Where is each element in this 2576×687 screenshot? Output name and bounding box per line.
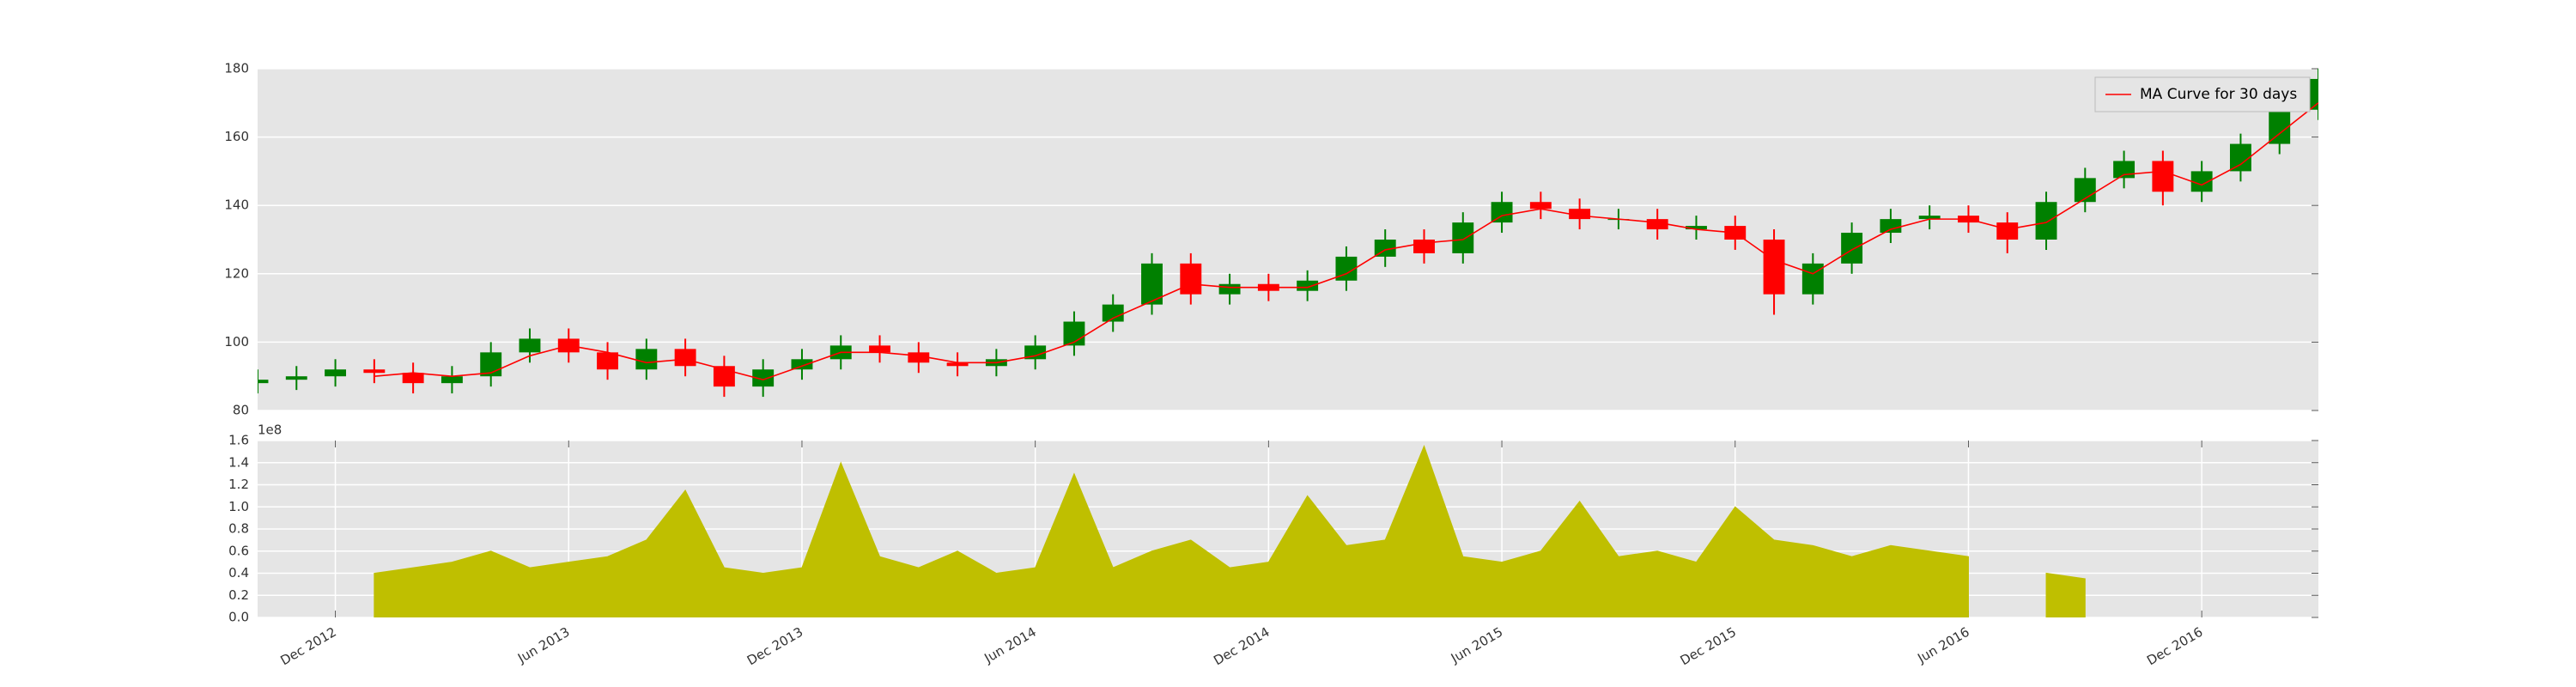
y-tick-label: 1.4 bbox=[228, 454, 249, 470]
candle-body bbox=[2035, 202, 2057, 240]
candle-body bbox=[597, 352, 618, 370]
x-tick-label: Jun 2015 bbox=[1448, 624, 1505, 666]
y-tick-label: 0.2 bbox=[228, 587, 249, 603]
candle-body bbox=[1996, 222, 2019, 240]
candle-body bbox=[1841, 233, 1863, 264]
ma-line bbox=[374, 102, 2318, 381]
candle-body bbox=[1413, 240, 1435, 253]
legend-label: MA Curve for 30 days bbox=[2140, 86, 2297, 103]
candle-body bbox=[635, 349, 658, 370]
candle-body bbox=[1646, 219, 1668, 230]
candle-body bbox=[946, 362, 969, 367]
plot-area bbox=[374, 445, 2086, 617]
y-tick-label: 1.6 bbox=[228, 433, 249, 448]
candle-body bbox=[363, 369, 386, 374]
y-tick-label: 180 bbox=[224, 61, 249, 76]
candle-body bbox=[1918, 216, 1941, 220]
volume-area bbox=[374, 445, 2086, 617]
candle-body bbox=[1686, 226, 1707, 230]
y-tick-label: 0.8 bbox=[228, 521, 249, 537]
candle-body bbox=[908, 352, 930, 363]
x-tick-label: Jun 2013 bbox=[514, 624, 572, 666]
candle-body bbox=[519, 338, 541, 353]
candle-body bbox=[285, 376, 307, 380]
candle-body bbox=[258, 380, 269, 384]
y-tick-label: 100 bbox=[224, 334, 249, 350]
y-tick-label: 160 bbox=[224, 129, 249, 144]
candle-body bbox=[1801, 263, 1824, 295]
y-tick-label: 0.0 bbox=[228, 610, 249, 625]
x-tick-label: Jun 2014 bbox=[981, 624, 1039, 666]
x-tick-label: Dec 2012 bbox=[277, 624, 338, 669]
candle-body bbox=[2190, 171, 2213, 192]
candle-body bbox=[1529, 202, 1552, 210]
candle-body bbox=[1024, 345, 1047, 360]
candle-body bbox=[1880, 219, 1902, 234]
candle-body bbox=[791, 359, 813, 370]
plot-area bbox=[258, 69, 2318, 398]
x-tick-label: Jun 2016 bbox=[1914, 624, 1971, 666]
candle-body bbox=[1491, 202, 1513, 223]
candle-body bbox=[440, 376, 463, 384]
candle-body bbox=[674, 349, 696, 367]
x-tick-label: Dec 2014 bbox=[1211, 624, 1272, 669]
y-tick-label: 120 bbox=[224, 265, 249, 281]
x-tick-label: Dec 2015 bbox=[1678, 624, 1739, 669]
candle-body bbox=[752, 369, 775, 387]
candle-body bbox=[402, 373, 424, 384]
offset-text: 1e8 bbox=[258, 423, 282, 438]
candle-body bbox=[1297, 280, 1319, 291]
y-tick-label: 140 bbox=[224, 198, 249, 213]
x-tick-label: Dec 2013 bbox=[744, 624, 805, 669]
y-tick-label: 1.0 bbox=[228, 499, 249, 514]
candle-body bbox=[2229, 143, 2251, 172]
y-tick-label: 0.6 bbox=[228, 543, 249, 558]
candle-body bbox=[1180, 263, 1202, 295]
candle-body bbox=[1102, 304, 1124, 322]
x-tick-label: Dec 2016 bbox=[2144, 624, 2205, 669]
candle-body bbox=[2113, 161, 2136, 179]
candle-body bbox=[2269, 109, 2291, 144]
candle-body bbox=[1218, 283, 1241, 295]
y-tick-label: 1.2 bbox=[228, 477, 249, 492]
candle-body bbox=[1763, 240, 1785, 295]
candle-body bbox=[869, 345, 890, 353]
candle-body bbox=[325, 369, 347, 377]
y-tick-label: 80 bbox=[233, 403, 249, 418]
candle-body bbox=[1452, 222, 1474, 253]
candle-body bbox=[1569, 209, 1591, 220]
candle-body bbox=[2152, 161, 2174, 192]
y-tick-label: 0.4 bbox=[228, 565, 249, 581]
candle-body bbox=[2307, 78, 2318, 110]
